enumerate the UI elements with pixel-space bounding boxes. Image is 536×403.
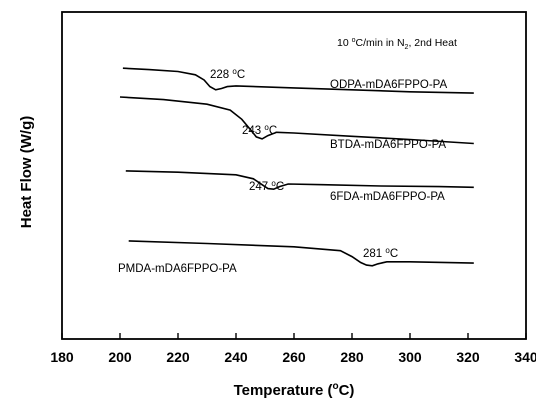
series-label: PMDA-mDA6FPPO-PA bbox=[118, 263, 237, 275]
x-tick-label: 240 bbox=[224, 349, 248, 365]
series-line bbox=[128, 240, 474, 267]
x-tick-label: 280 bbox=[340, 349, 364, 365]
series-line bbox=[119, 96, 474, 145]
transition-temperature-label: 243 oC bbox=[242, 123, 277, 137]
series-labels: ODPA-mDA6FPPO-PA BTDA-mDA6FPPO-PA 6FDA-mDA… bbox=[118, 79, 447, 275]
plot-frame bbox=[61, 11, 527, 340]
y-axis-title: Heat Flow (W/g) bbox=[18, 116, 35, 229]
x-axis-tick-labels: 180 200 220 240 260 280 300 320 340 bbox=[50, 349, 536, 365]
transition-temperature-label: 228 oC bbox=[210, 67, 245, 81]
x-tick-label: 300 bbox=[398, 349, 422, 365]
series-label: 6FDA-mDA6FPPO-PA bbox=[330, 191, 445, 203]
series-line bbox=[125, 170, 474, 191]
series-curves bbox=[119, 67, 474, 267]
x-tick-label: 260 bbox=[282, 349, 306, 365]
x-tick-label: 220 bbox=[166, 349, 190, 365]
series-label: BTDA-mDA6FPPO-PA bbox=[330, 139, 446, 151]
series-label: ODPA-mDA6FPPO-PA bbox=[330, 79, 447, 91]
x-tick-label: 200 bbox=[108, 349, 132, 365]
transition-temperature-label: 247 oC bbox=[249, 179, 284, 193]
x-axis-title: Temperature (oC) bbox=[234, 381, 355, 399]
x-tick-label: 340 bbox=[514, 349, 536, 365]
transition-temperature-label: 281 oC bbox=[363, 246, 398, 260]
series-line bbox=[122, 67, 474, 94]
x-tick-label: 320 bbox=[456, 349, 480, 365]
condition-note: 10 oC/min in N2, 2nd Heat bbox=[337, 37, 457, 51]
transition-temperature-labels: 228 oC 243 oC 247 oC 281 oC bbox=[210, 67, 398, 260]
x-axis-ticks bbox=[61, 333, 527, 339]
x-tick-label: 180 bbox=[50, 349, 74, 365]
